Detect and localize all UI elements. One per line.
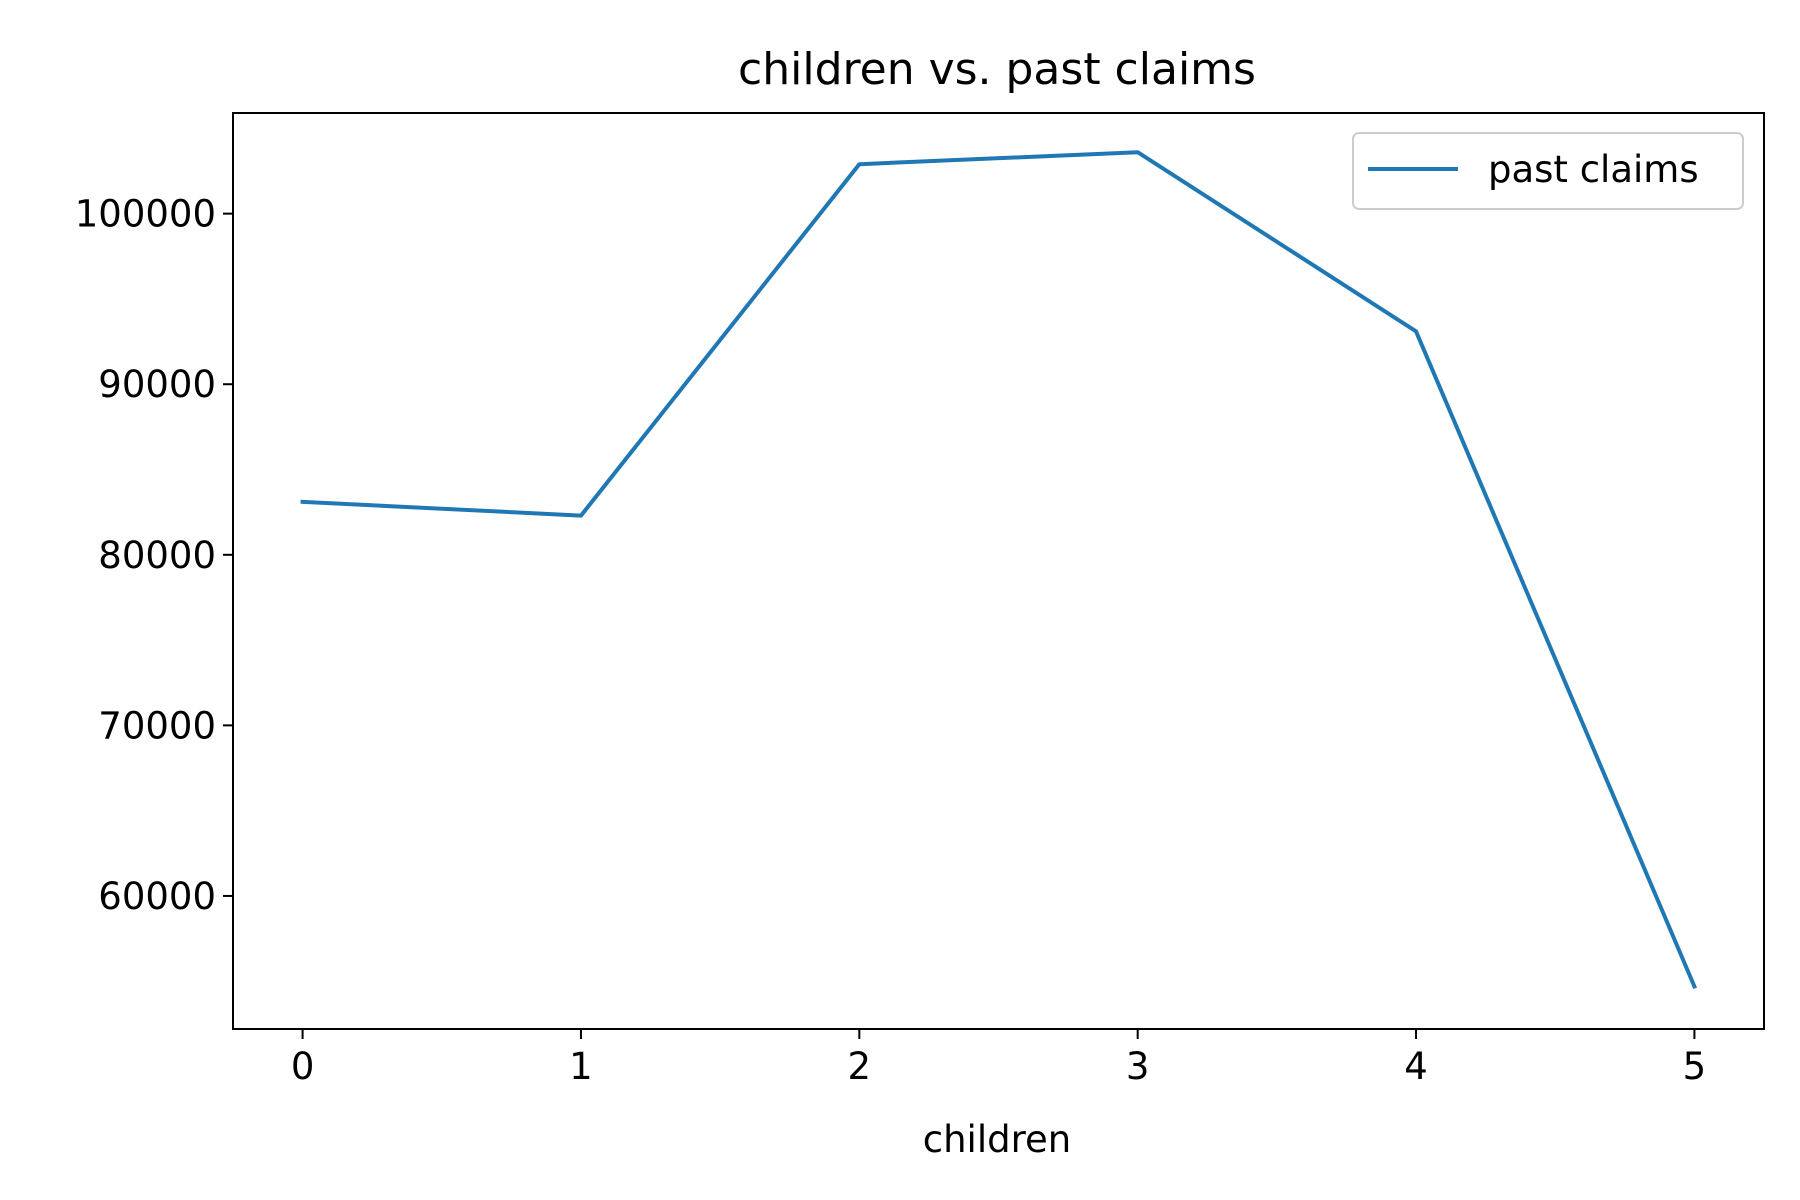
y-tick-label: 100000 [75,193,216,236]
chart-title: children vs. past claims [738,44,1256,95]
x-tick-label: 5 [1683,1045,1707,1088]
x-tick-label: 3 [1126,1045,1150,1088]
legend: past claims [1352,132,1744,210]
axes-frame [232,112,1765,1030]
x-tick-label: 4 [1404,1045,1428,1088]
x-axis-label: children [923,1118,1071,1161]
x-axis-ticks: 0 1 2 3 4 5 [291,1029,1706,1088]
y-tick-label: 80000 [98,534,216,577]
x-tick-label: 1 [569,1045,593,1088]
y-tick-label: 70000 [98,704,216,747]
x-tick-label: 0 [291,1045,315,1088]
y-axis-ticks: 60000 70000 80000 90000 100000 [75,193,233,918]
legend-box [1352,132,1744,210]
y-tick-label: 60000 [98,875,216,918]
x-tick-label: 2 [848,1045,872,1088]
plot-area [300,150,1698,990]
series-line-past-claims [300,150,1698,990]
legend-label-past-claims: past claims [1488,148,1699,191]
y-tick-label: 90000 [98,363,216,406]
